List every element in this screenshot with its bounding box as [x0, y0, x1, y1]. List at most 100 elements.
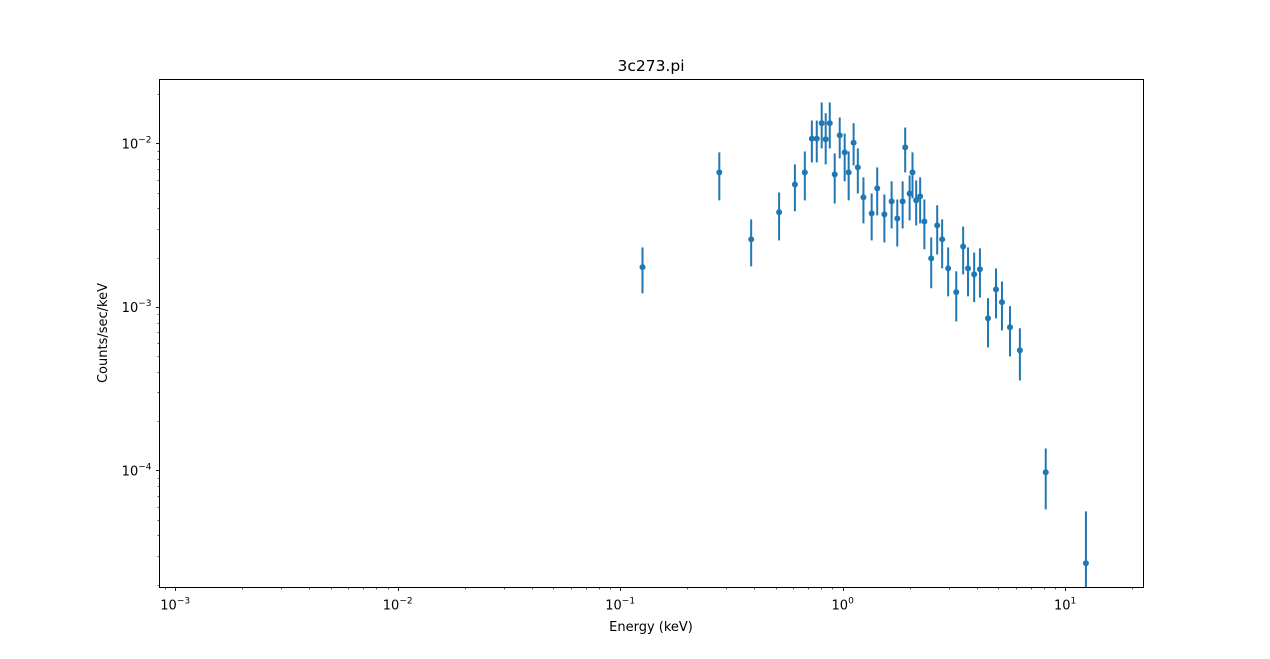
marker — [813, 135, 820, 142]
marker — [836, 132, 843, 139]
marker — [902, 144, 909, 151]
marker — [921, 218, 928, 225]
marker — [917, 193, 924, 200]
data-point — [902, 127, 909, 173]
data-point — [899, 181, 906, 229]
marker — [945, 265, 952, 272]
data-point — [945, 247, 952, 297]
marker — [934, 222, 941, 229]
data-point — [841, 133, 848, 182]
marker — [801, 169, 808, 176]
data-point — [808, 120, 815, 163]
marker — [971, 271, 978, 278]
marker — [716, 169, 723, 176]
axes-frame — [159, 79, 1144, 588]
data-point — [831, 153, 838, 204]
marker — [909, 169, 916, 176]
marker — [850, 139, 857, 146]
marker — [965, 265, 972, 272]
data-point — [921, 199, 928, 250]
data-point — [894, 199, 901, 247]
marker — [776, 209, 783, 216]
x-tick-label: 100 — [832, 597, 855, 614]
marker — [841, 149, 848, 156]
marker — [881, 211, 888, 218]
data-point — [854, 148, 861, 194]
data-point — [826, 102, 833, 149]
data-point — [874, 167, 881, 216]
y-axis-label: Counts/sec/keV — [96, 283, 111, 383]
data-point — [881, 194, 888, 243]
data-point — [1006, 306, 1013, 357]
x-axis-label: Energy (keV) — [609, 620, 693, 635]
data-point — [993, 268, 1000, 319]
data-point — [836, 117, 843, 159]
chart-title: 3c273.pi — [617, 57, 684, 75]
marker — [894, 215, 901, 222]
data-point — [850, 123, 857, 166]
x-tick-label: 10−1 — [605, 597, 635, 614]
marker — [1016, 347, 1023, 354]
y-axis-ticks: 10−2 10−3 10−4 — [122, 94, 160, 586]
data-point — [748, 219, 755, 267]
marker — [928, 255, 935, 262]
x-axis-ticks: 10−3 10−2 10−1 100 101 — [160, 587, 1133, 614]
marker — [1042, 469, 1049, 476]
data-point — [822, 113, 829, 165]
marker — [888, 198, 895, 205]
marker — [860, 194, 867, 201]
data-point — [928, 237, 935, 289]
data-point — [1082, 511, 1089, 588]
marker — [939, 236, 946, 243]
marker — [791, 181, 798, 188]
marker — [913, 197, 920, 204]
marker — [854, 164, 861, 171]
data-point — [860, 177, 867, 224]
marker — [639, 264, 646, 271]
marker — [874, 185, 881, 192]
data-point — [801, 151, 808, 201]
x-tick-label: 101 — [1054, 597, 1076, 614]
marker — [1082, 560, 1089, 567]
marker — [998, 299, 1005, 306]
marker — [984, 315, 991, 322]
marker — [822, 136, 829, 143]
marker — [976, 266, 983, 273]
data-point — [639, 247, 646, 294]
data-point — [818, 102, 825, 149]
data-point — [906, 175, 913, 221]
y-tick-label: 10−4 — [122, 462, 152, 479]
marker — [748, 236, 755, 243]
data-point — [913, 180, 920, 226]
data-point — [813, 120, 820, 163]
data-point — [984, 298, 991, 348]
marker — [960, 243, 967, 250]
data-point — [960, 226, 967, 275]
data-point — [1016, 328, 1023, 381]
data-point — [716, 152, 723, 201]
y-tick-label: 10−2 — [122, 135, 152, 152]
data-point — [953, 271, 960, 322]
marker — [868, 210, 875, 217]
marker — [953, 289, 960, 296]
data-point — [998, 281, 1005, 331]
marker — [808, 135, 815, 142]
marker — [845, 169, 852, 176]
x-tick-label: 10−3 — [160, 597, 190, 614]
data-point — [934, 205, 941, 255]
data-point — [965, 247, 972, 297]
data-point — [976, 248, 983, 298]
y-tick-label: 10−3 — [122, 299, 152, 316]
data-point — [888, 181, 895, 229]
marker — [899, 198, 906, 205]
marker — [1006, 324, 1013, 331]
marker — [906, 190, 913, 197]
data-point — [939, 219, 946, 269]
marker — [826, 120, 833, 127]
data-point — [868, 193, 875, 241]
data-points — [639, 102, 1089, 588]
marker — [831, 171, 838, 178]
data-point — [909, 152, 916, 199]
